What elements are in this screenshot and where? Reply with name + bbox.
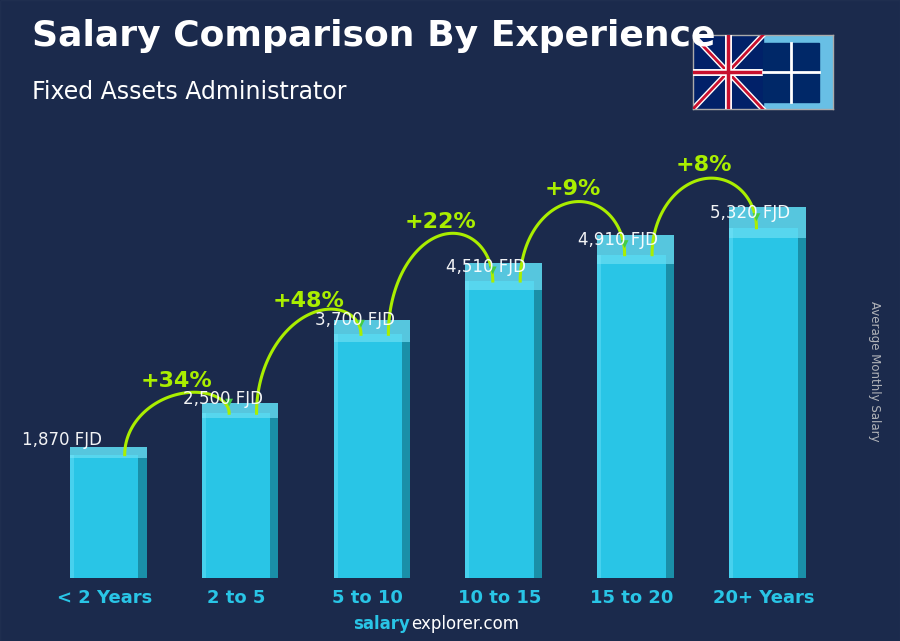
Bar <box>465 281 470 578</box>
Text: 1,870 FJD: 1,870 FJD <box>22 431 102 449</box>
Text: 5,320 FJD: 5,320 FJD <box>710 204 790 222</box>
Bar <box>598 235 674 264</box>
Bar <box>729 228 733 578</box>
Bar <box>202 403 278 418</box>
Text: 4,510 FJD: 4,510 FJD <box>446 258 526 276</box>
Bar <box>693 35 763 109</box>
Bar <box>402 342 410 578</box>
Text: +48%: +48% <box>273 291 345 312</box>
Bar <box>334 335 338 578</box>
Text: +9%: +9% <box>544 179 600 199</box>
Bar <box>534 290 542 578</box>
Bar <box>70 447 147 458</box>
Text: 3,700 FJD: 3,700 FJD <box>315 311 394 329</box>
Bar <box>139 458 147 578</box>
Text: 2,500 FJD: 2,500 FJD <box>183 390 263 408</box>
Bar <box>70 454 74 578</box>
Bar <box>202 413 270 578</box>
Bar <box>797 238 806 578</box>
Bar <box>270 418 278 578</box>
Bar <box>763 43 819 102</box>
Bar <box>334 320 410 342</box>
Text: Average Monthly Salary: Average Monthly Salary <box>868 301 881 442</box>
Bar <box>666 264 674 578</box>
Bar <box>729 228 797 578</box>
Bar <box>334 335 402 578</box>
Text: Salary Comparison By Experience: Salary Comparison By Experience <box>32 19 715 53</box>
Bar <box>729 207 806 238</box>
Bar <box>465 281 534 578</box>
Text: 4,910 FJD: 4,910 FJD <box>579 231 658 249</box>
Text: +34%: +34% <box>141 371 212 391</box>
Bar <box>70 454 139 578</box>
Text: +8%: +8% <box>676 155 733 176</box>
Text: +22%: +22% <box>405 212 476 232</box>
Text: salary: salary <box>353 615 410 633</box>
Text: explorer.com: explorer.com <box>411 615 519 633</box>
Bar <box>465 263 542 290</box>
Text: Fixed Assets Administrator: Fixed Assets Administrator <box>32 80 346 104</box>
Bar <box>598 254 601 578</box>
Bar <box>598 254 666 578</box>
Bar <box>202 413 206 578</box>
